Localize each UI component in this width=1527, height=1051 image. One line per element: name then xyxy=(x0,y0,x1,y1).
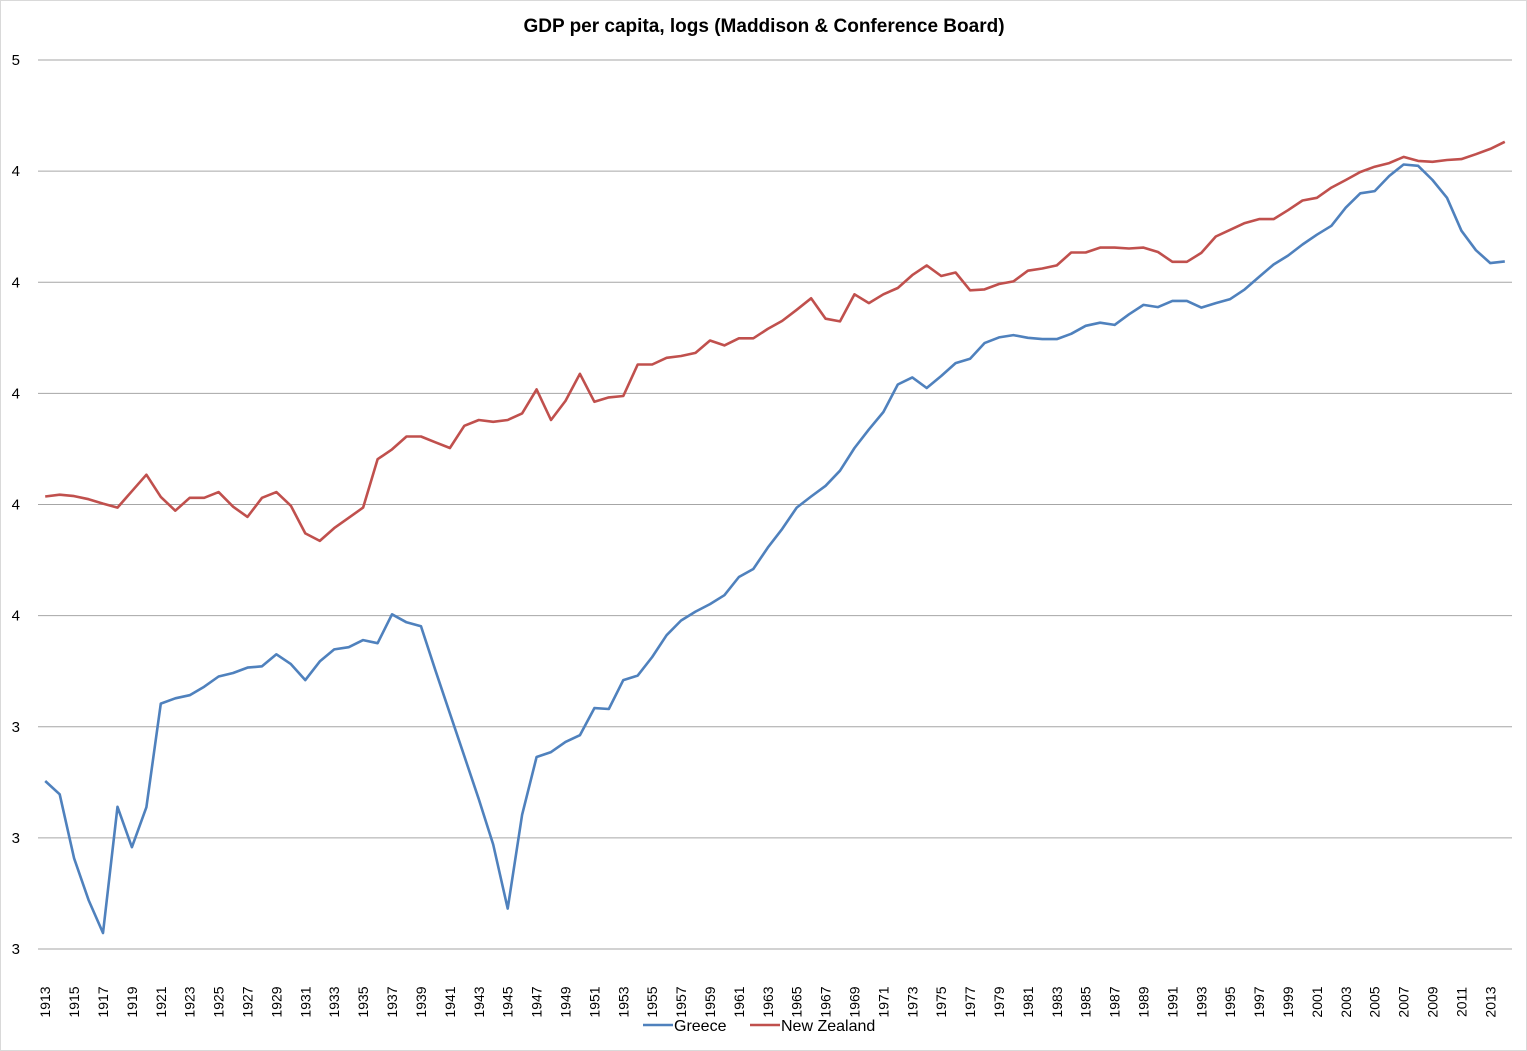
x-tick-label: 1981 xyxy=(1020,986,1036,1017)
legend-label: New Zealand xyxy=(781,1018,875,1035)
x-tick-label: 1951 xyxy=(586,986,602,1017)
x-tick-label: 1915 xyxy=(66,986,82,1017)
x-tick-label: 1945 xyxy=(500,986,516,1017)
x-tick-label: 1997 xyxy=(1251,986,1267,1017)
x-axis-ticks: 1913 1915 1917 1919 1921 1923 1925 1927 1929 1931… xyxy=(37,986,1498,1017)
x-tick-label: 2003 xyxy=(1338,986,1354,1017)
x-tick-label: 1921 xyxy=(153,986,169,1017)
x-tick-label: 1999 xyxy=(1280,986,1296,1017)
y-tick-label: 3 xyxy=(12,941,20,958)
y-tick-label: 4 xyxy=(12,497,20,514)
x-tick-label: 1959 xyxy=(702,986,718,1017)
x-tick-label: 1977 xyxy=(962,986,978,1017)
y-tick-label: 5 xyxy=(12,52,20,69)
x-tick-label: 2001 xyxy=(1309,986,1325,1017)
x-tick-label: 1943 xyxy=(471,986,487,1017)
x-tick-label: 1933 xyxy=(326,986,342,1017)
x-tick-label: 1947 xyxy=(529,986,545,1017)
x-tick-label: 1969 xyxy=(846,986,862,1017)
x-tick-label: 1949 xyxy=(557,986,573,1017)
x-tick-label: 1995 xyxy=(1222,986,1238,1017)
chart-title: GDP per capita, logs (Maddison & Confere… xyxy=(523,16,1004,37)
y-axis-ticks: 5 4 4 4 4 4 3 3 3 xyxy=(12,52,20,958)
x-tick-label: 2005 xyxy=(1367,986,1383,1017)
x-tick-label: 1963 xyxy=(760,986,776,1017)
x-tick-label: 1927 xyxy=(240,986,256,1017)
x-tick-label: 2011 xyxy=(1453,987,1469,1017)
series-lines xyxy=(44,140,1506,935)
x-tick-label: 1979 xyxy=(991,986,1007,1017)
x-tick-label: 1935 xyxy=(355,986,371,1017)
x-tick-label: 2009 xyxy=(1425,986,1441,1017)
x-tick-label: 1925 xyxy=(211,986,227,1017)
x-tick-label: 1989 xyxy=(1136,986,1152,1017)
x-tick-label: 1941 xyxy=(442,986,458,1017)
x-tick-label: 1975 xyxy=(933,986,949,1017)
y-tick-label: 4 xyxy=(12,385,20,402)
series-line-greece xyxy=(44,163,1505,935)
x-tick-label: 1929 xyxy=(268,986,284,1017)
x-tick-label: 1937 xyxy=(384,986,400,1017)
x-tick-label: 1913 xyxy=(37,986,53,1017)
x-tick-label: 1965 xyxy=(789,986,805,1017)
x-tick-label: 1971 xyxy=(875,986,891,1017)
y-tick-label: 3 xyxy=(12,719,20,736)
legend-label: Greece xyxy=(674,1018,727,1035)
series-line-new-zealand xyxy=(45,140,1506,543)
x-tick-label: 1973 xyxy=(904,986,920,1017)
x-tick-label: 1985 xyxy=(1078,986,1094,1017)
y-tick-label: 3 xyxy=(12,830,20,847)
legend: Greece New Zealand xyxy=(643,1018,875,1035)
x-tick-label: 1939 xyxy=(413,986,429,1017)
x-tick-label: 1919 xyxy=(124,986,140,1017)
x-tick-label: 2007 xyxy=(1396,986,1412,1017)
x-tick-label: 1991 xyxy=(1164,986,1180,1017)
x-tick-label: 1993 xyxy=(1193,986,1209,1017)
gridlines xyxy=(38,59,1512,950)
x-tick-label: 1917 xyxy=(95,986,111,1017)
y-tick-label: 4 xyxy=(12,274,20,291)
x-tick-label: 1955 xyxy=(644,986,660,1017)
x-tick-label: 1987 xyxy=(1107,986,1123,1017)
x-tick-label: 1961 xyxy=(731,986,747,1017)
x-tick-label: 1953 xyxy=(615,986,631,1017)
y-tick-label: 4 xyxy=(12,608,20,625)
x-tick-label: 1967 xyxy=(818,986,834,1017)
x-tick-label: 1931 xyxy=(297,986,313,1017)
y-tick-label: 4 xyxy=(12,163,20,180)
x-tick-label: 1923 xyxy=(182,986,198,1017)
x-tick-label: 1957 xyxy=(673,986,689,1017)
x-tick-label: 2013 xyxy=(1482,986,1498,1017)
x-tick-label: 1983 xyxy=(1049,986,1065,1017)
